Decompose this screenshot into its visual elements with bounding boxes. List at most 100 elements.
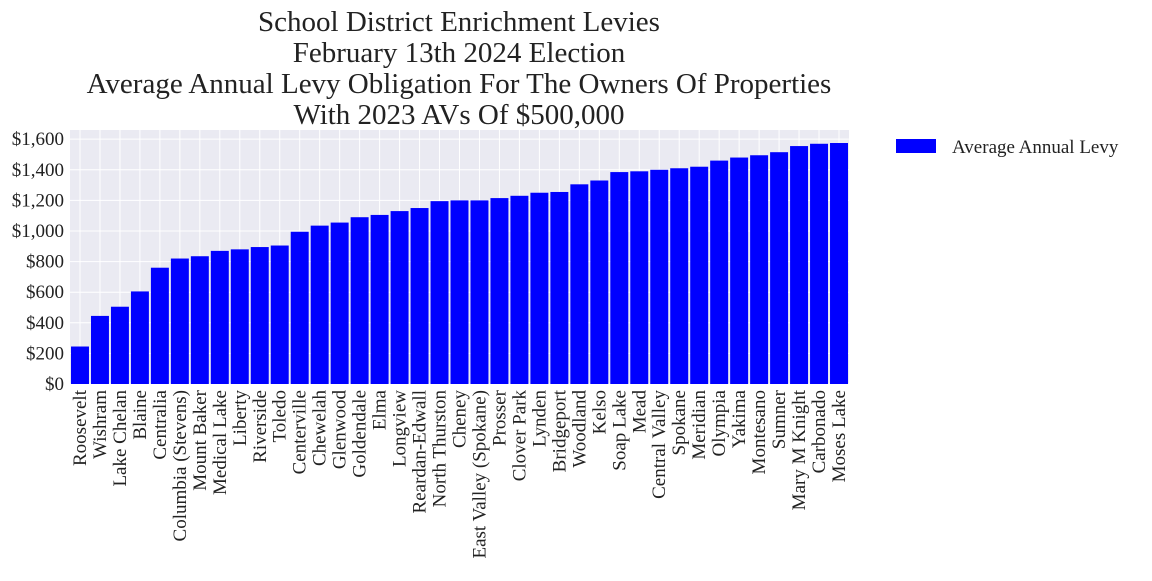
legend-swatch bbox=[896, 139, 936, 153]
x-tick-label: Centralia bbox=[150, 389, 171, 459]
bar bbox=[770, 152, 789, 384]
chart-title-line-2: February 13th 2024 Election bbox=[293, 37, 626, 69]
bar bbox=[830, 143, 849, 384]
chart-title-line-1: School District Enrichment Levies bbox=[258, 6, 660, 38]
x-tick-label: Glenwood bbox=[330, 390, 351, 470]
legend-label: Average Annual Levy bbox=[952, 137, 1119, 158]
x-tick-label: Centerville bbox=[290, 390, 311, 474]
x-tick-label: Goldendale bbox=[350, 390, 371, 478]
x-tick-label: Wishram bbox=[90, 390, 111, 459]
bar bbox=[170, 258, 189, 384]
x-tick-label: Riverside bbox=[250, 390, 271, 463]
x-tick-label: Columbia (Stevens) bbox=[170, 390, 191, 541]
x-tick-label: Spokane bbox=[669, 390, 690, 455]
x-tick-label: Medical Lake bbox=[210, 390, 231, 495]
y-tick-label: $600 bbox=[26, 282, 64, 303]
x-tick-label: Montesano bbox=[749, 390, 770, 474]
y-tick-label: $1,200 bbox=[12, 190, 64, 211]
bar bbox=[350, 217, 369, 384]
bar bbox=[270, 245, 289, 384]
chart-title-line-4: With 2023 AVs Of $500,000 bbox=[293, 99, 624, 131]
bar bbox=[590, 180, 609, 384]
bar bbox=[690, 166, 709, 384]
bar bbox=[190, 256, 209, 384]
x-tick-label: Bridgeport bbox=[549, 389, 570, 472]
y-tick-label: $0 bbox=[45, 374, 64, 395]
x-tick-label: Roosevelt bbox=[70, 389, 91, 466]
bar bbox=[730, 157, 749, 384]
bar bbox=[230, 249, 249, 384]
bar bbox=[790, 146, 809, 384]
x-tick-label: Mount Baker bbox=[190, 389, 211, 490]
bar bbox=[470, 200, 489, 384]
bar bbox=[630, 171, 649, 384]
bars-group bbox=[70, 143, 849, 384]
bar bbox=[750, 155, 769, 384]
bar bbox=[250, 247, 269, 384]
y-tick-label: $1,000 bbox=[12, 221, 64, 242]
bar bbox=[810, 143, 829, 384]
x-tick-label: Cheney bbox=[450, 390, 471, 449]
x-tick-label: Yakima bbox=[729, 389, 750, 448]
y-axis: $0 $200 $400 $600 $800 $1,000 $1,200 $1,400 $1,6… bbox=[12, 129, 64, 395]
x-tick-label: Sumner bbox=[769, 389, 790, 449]
y-tick-label: $1,400 bbox=[12, 160, 64, 181]
bar bbox=[90, 315, 109, 384]
bar bbox=[370, 214, 389, 384]
x-tick-label: Meridian bbox=[689, 390, 710, 460]
y-tick-label: $200 bbox=[26, 343, 64, 364]
bar bbox=[390, 211, 409, 384]
bar bbox=[310, 225, 329, 384]
x-tick-label: Liberty bbox=[230, 390, 251, 446]
bar bbox=[430, 201, 449, 384]
bar bbox=[330, 222, 349, 384]
chart-title: School District Enrichment Levies Februa… bbox=[87, 6, 832, 131]
x-tick-label: Elma bbox=[370, 389, 391, 430]
bar bbox=[550, 191, 569, 384]
chart-title-line-3: Average Annual Levy Obligation For The O… bbox=[87, 68, 832, 100]
x-tick-label: Chewelah bbox=[310, 390, 331, 466]
x-tick-label: Woodland bbox=[569, 390, 590, 468]
x-tick-label: Soap Lake bbox=[609, 390, 630, 471]
x-tick-label: Olympia bbox=[709, 389, 730, 456]
bar bbox=[490, 198, 509, 384]
bar bbox=[410, 208, 429, 384]
bar bbox=[670, 168, 689, 384]
y-tick-label: $800 bbox=[26, 252, 64, 273]
bar bbox=[70, 346, 89, 384]
x-tick-label: Prosser bbox=[489, 389, 510, 446]
bar bbox=[210, 250, 229, 384]
x-tick-label: Longview bbox=[390, 390, 411, 467]
x-tick-label: Mead bbox=[629, 390, 650, 434]
x-tick-label: Carbonado bbox=[809, 390, 830, 473]
bar bbox=[610, 172, 629, 384]
bar bbox=[570, 184, 589, 384]
bar bbox=[450, 200, 469, 384]
bar bbox=[530, 192, 549, 384]
x-tick-label: Clover Park bbox=[509, 390, 530, 482]
x-tick-label: Lynden bbox=[529, 390, 550, 447]
x-tick-label: Moses Lake bbox=[829, 390, 850, 482]
bar bbox=[650, 169, 669, 384]
legend: Average Annual Levy bbox=[896, 137, 1119, 158]
x-tick-label: East Valley (Spokane) bbox=[469, 390, 490, 559]
x-tick-label: North Thurston bbox=[430, 390, 451, 508]
x-tick-label: Toledo bbox=[270, 390, 291, 443]
bar bbox=[710, 160, 729, 384]
bar bbox=[510, 195, 529, 384]
bar bbox=[150, 267, 169, 384]
bar bbox=[290, 231, 309, 384]
y-tick-label: $400 bbox=[26, 313, 64, 334]
bar bbox=[130, 291, 149, 384]
x-tick-label: Blaine bbox=[130, 390, 151, 440]
x-tick-label: Reardan-Edwall bbox=[410, 390, 431, 513]
x-tick-label: Lake Chelan bbox=[110, 390, 131, 487]
x-tick-label: Mary M Knight bbox=[789, 389, 810, 510]
x-tick-label: Kelso bbox=[589, 390, 610, 434]
bar bbox=[110, 306, 129, 384]
y-tick-label: $1,600 bbox=[12, 129, 64, 150]
x-tick-label: Central Valley bbox=[649, 390, 670, 499]
